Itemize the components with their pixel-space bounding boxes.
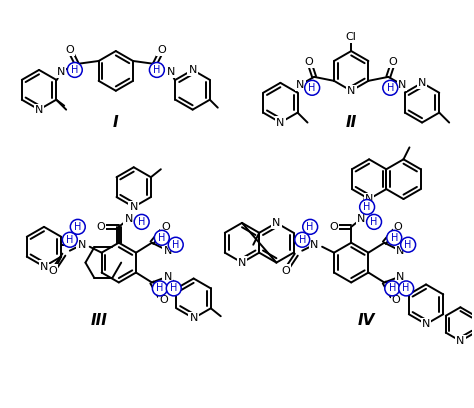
Text: N: N	[164, 271, 172, 282]
Text: H: H	[74, 222, 82, 232]
Text: O: O	[394, 222, 402, 232]
Text: I: I	[113, 115, 118, 130]
Text: O: O	[97, 222, 105, 232]
Text: H: H	[402, 284, 410, 293]
Text: H: H	[158, 233, 165, 243]
Text: O: O	[305, 57, 314, 67]
Text: H: H	[170, 284, 177, 293]
Circle shape	[155, 231, 169, 245]
Text: N: N	[190, 313, 198, 323]
Text: N: N	[125, 214, 133, 224]
Text: N: N	[57, 67, 65, 77]
Circle shape	[168, 237, 183, 252]
Text: H: H	[404, 240, 412, 250]
Circle shape	[383, 80, 398, 95]
Circle shape	[360, 200, 374, 215]
Text: N: N	[398, 80, 406, 90]
Text: O: O	[159, 295, 168, 305]
Text: H: H	[172, 240, 180, 250]
Text: H: H	[370, 217, 378, 227]
Circle shape	[303, 220, 318, 234]
Text: N: N	[418, 78, 426, 88]
Circle shape	[385, 281, 400, 296]
Circle shape	[70, 220, 85, 234]
Text: H: H	[153, 65, 161, 75]
Text: H: H	[71, 65, 79, 75]
Text: N: N	[296, 80, 304, 90]
Text: O: O	[389, 57, 398, 67]
Text: N: N	[164, 246, 172, 256]
Text: N: N	[35, 104, 43, 115]
Text: N: N	[238, 257, 246, 268]
Text: O: O	[281, 266, 290, 275]
Text: N: N	[422, 319, 430, 329]
Text: O: O	[329, 222, 337, 232]
Text: H: H	[387, 83, 394, 93]
Text: N: N	[189, 65, 197, 75]
Text: N: N	[40, 262, 48, 272]
Circle shape	[134, 215, 149, 229]
Circle shape	[366, 215, 382, 229]
Text: III: III	[91, 313, 108, 328]
Circle shape	[166, 281, 181, 296]
Text: N: N	[272, 218, 281, 228]
Circle shape	[153, 281, 167, 296]
Text: II: II	[346, 115, 357, 130]
Text: H: H	[364, 202, 371, 212]
Text: H: H	[138, 217, 146, 227]
Text: H: H	[391, 233, 398, 243]
Circle shape	[399, 281, 414, 296]
Text: O: O	[162, 222, 170, 232]
Text: H: H	[66, 235, 73, 245]
Circle shape	[67, 62, 82, 78]
Text: O: O	[65, 45, 74, 55]
Text: H: H	[307, 222, 314, 232]
Text: N: N	[310, 240, 319, 250]
Text: N: N	[276, 118, 284, 128]
Circle shape	[63, 232, 77, 247]
Text: H: H	[309, 83, 316, 93]
Text: H: H	[156, 284, 164, 293]
Text: N: N	[129, 202, 138, 212]
Circle shape	[295, 232, 310, 247]
Text: N: N	[365, 194, 374, 204]
Text: N: N	[456, 336, 465, 346]
Text: N: N	[166, 67, 175, 77]
Circle shape	[387, 231, 401, 245]
Text: Cl: Cl	[346, 32, 356, 42]
Circle shape	[149, 62, 164, 78]
Text: H: H	[299, 235, 306, 245]
Text: N: N	[396, 246, 404, 256]
Text: N: N	[396, 271, 404, 282]
Text: H: H	[389, 284, 396, 293]
Text: O: O	[157, 45, 166, 55]
Text: N: N	[357, 214, 365, 224]
Text: O: O	[392, 295, 401, 305]
Circle shape	[401, 237, 416, 252]
Text: N: N	[347, 86, 356, 96]
Text: O: O	[48, 266, 57, 275]
Text: IV: IV	[357, 313, 375, 328]
Text: N: N	[78, 240, 86, 250]
Circle shape	[305, 80, 319, 95]
